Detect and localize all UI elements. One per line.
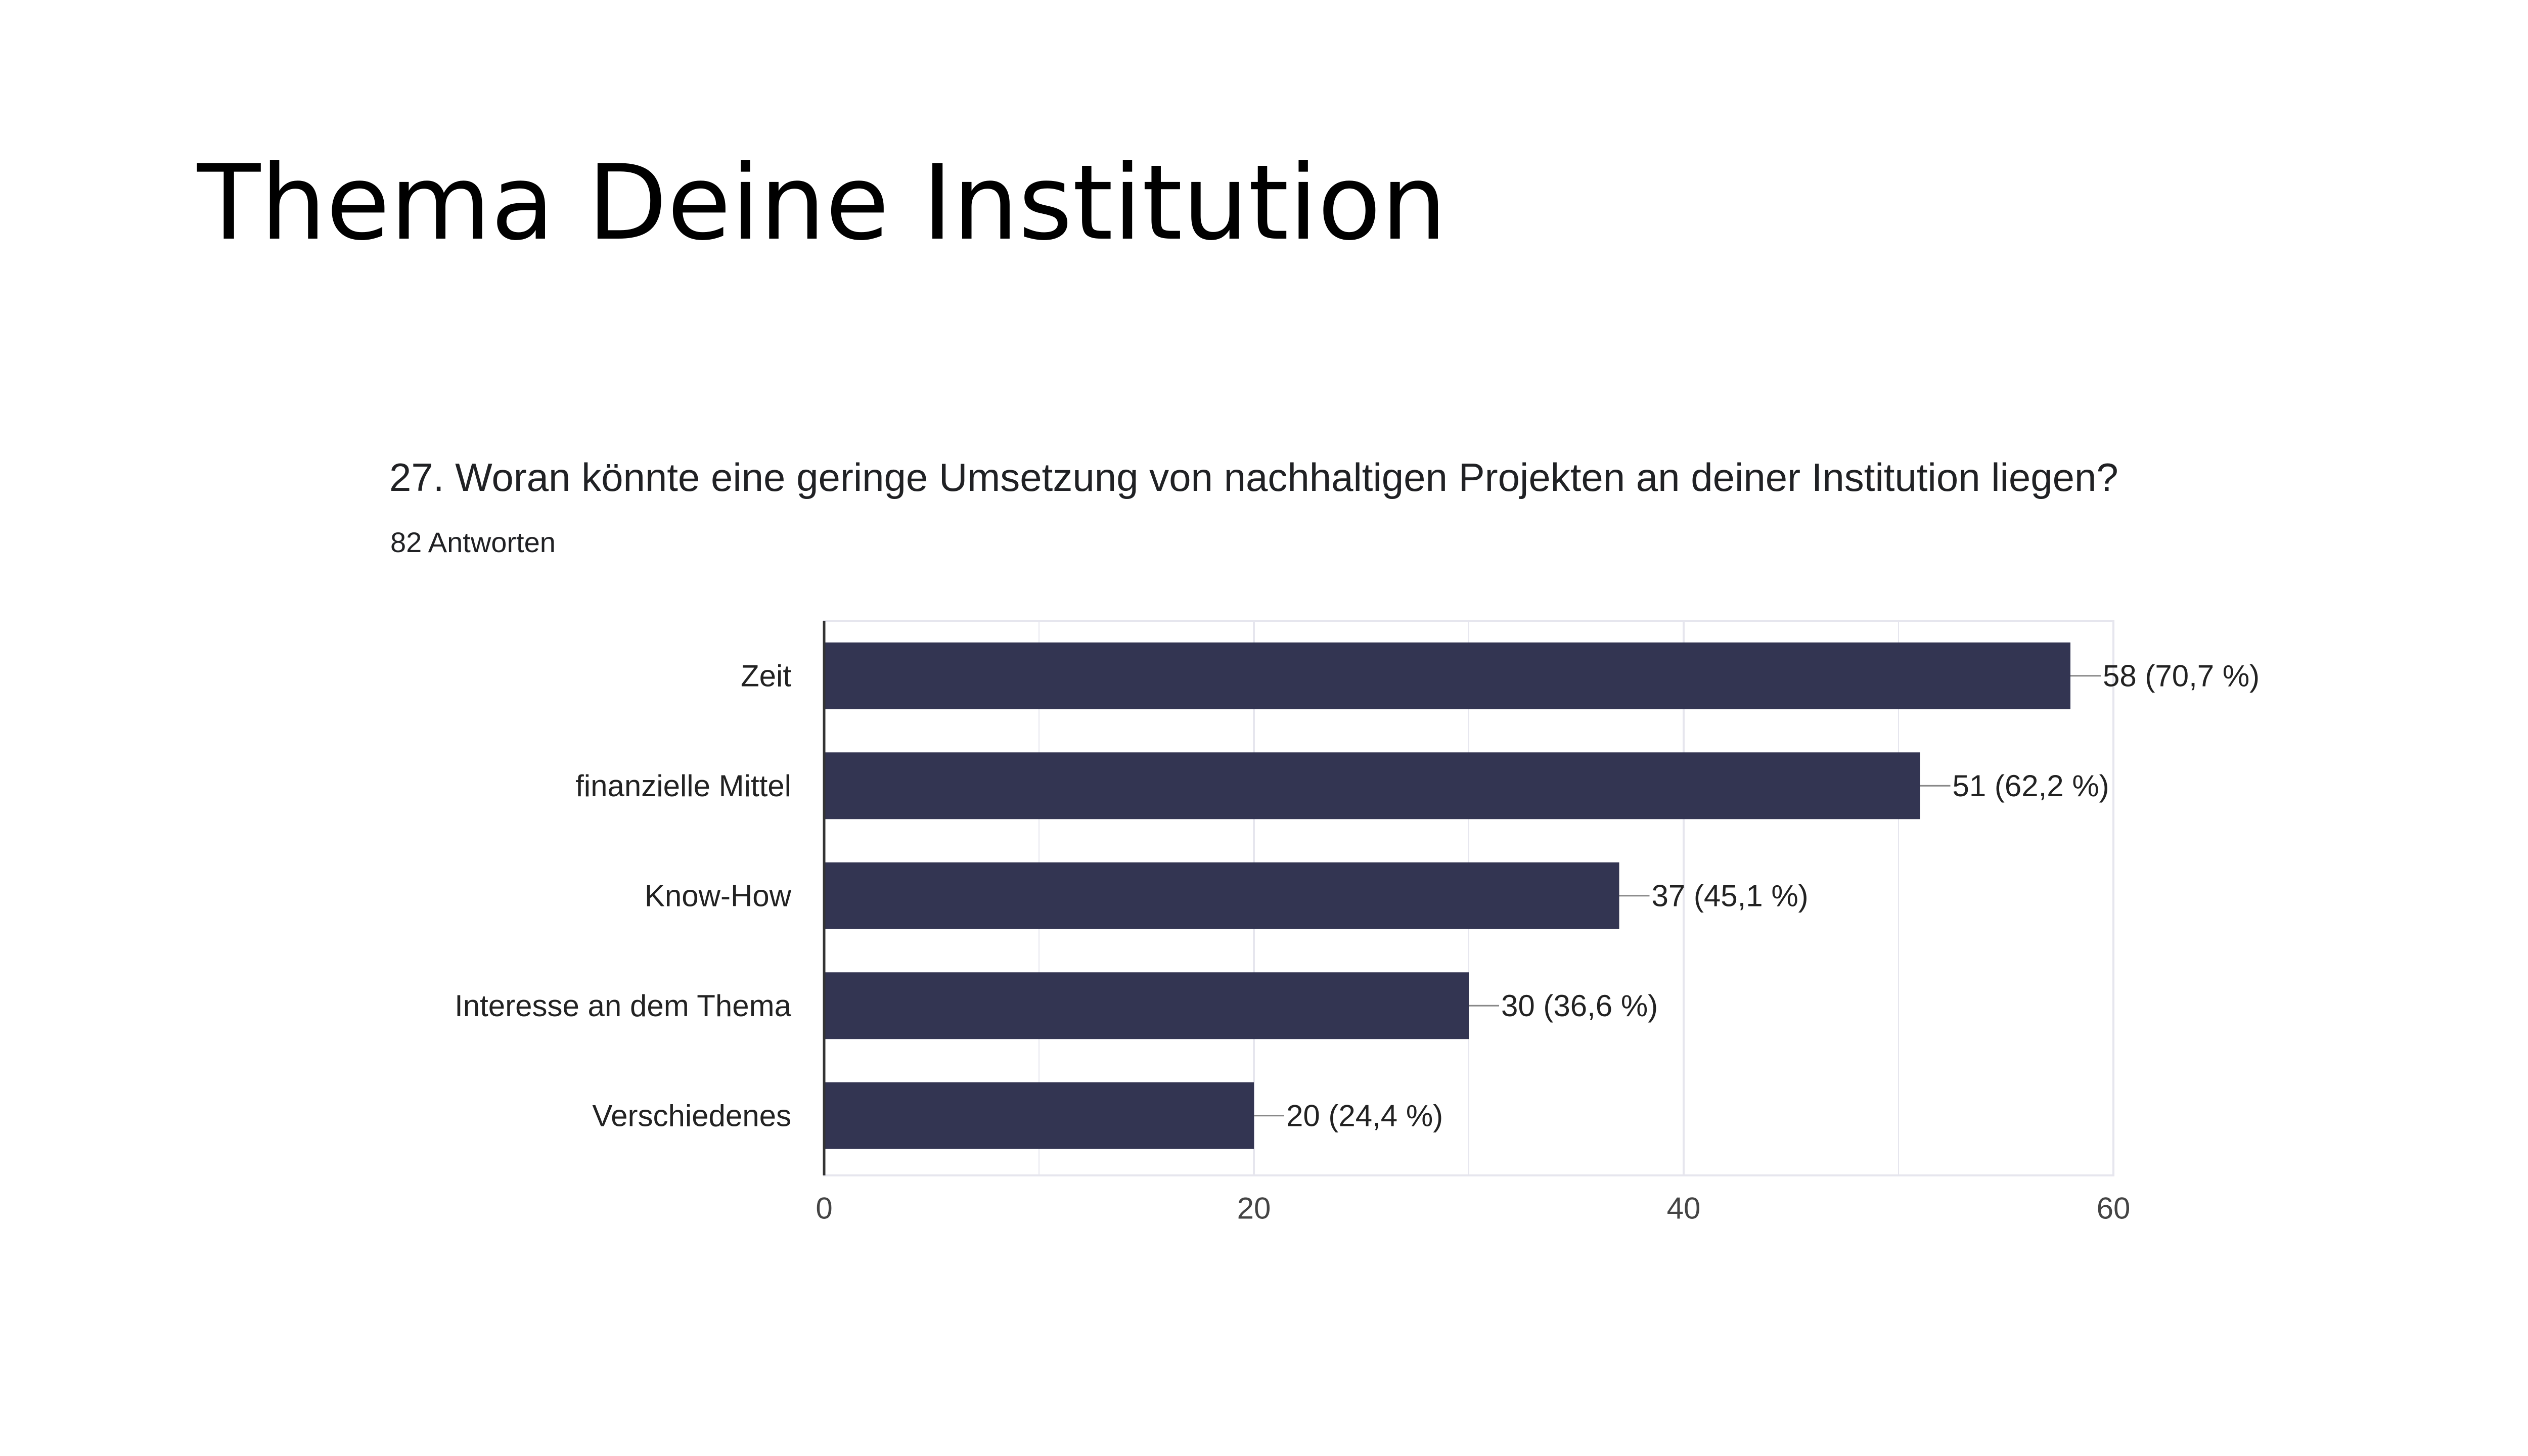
- data-label: 51 (62,2 %): [1953, 769, 2109, 803]
- bar[interactable]: [824, 752, 1920, 820]
- response-count: 82 Antworten: [390, 526, 556, 558]
- x-tick-label: 40: [1667, 1192, 1701, 1225]
- data-label: 30 (36,6 %): [1501, 989, 1658, 1023]
- category-label: Know-How: [645, 879, 792, 913]
- category-label: Interesse an dem Thema: [455, 989, 792, 1023]
- question-title: 27. Woran könnte eine geringe Umsetzung …: [389, 455, 2118, 499]
- bar[interactable]: [824, 862, 1619, 929]
- x-tick-label: 20: [1237, 1192, 1271, 1225]
- category-label: Zeit: [741, 659, 791, 693]
- bar[interactable]: [824, 1082, 1254, 1149]
- bar[interactable]: [824, 642, 2070, 709]
- category-label: finanzielle Mittel: [575, 769, 791, 803]
- data-label: 37 (45,1 %): [1652, 879, 1809, 913]
- x-tick-label: 0: [816, 1192, 832, 1225]
- category-label: Verschiedenes: [592, 1099, 791, 1132]
- bar[interactable]: [824, 972, 1469, 1039]
- slide-title: Thema Deine Institution: [197, 143, 1447, 263]
- x-tick-label: 60: [2097, 1192, 2131, 1225]
- data-label: 20 (24,4 %): [1286, 1099, 1443, 1132]
- data-label: 58 (70,7 %): [2103, 659, 2260, 693]
